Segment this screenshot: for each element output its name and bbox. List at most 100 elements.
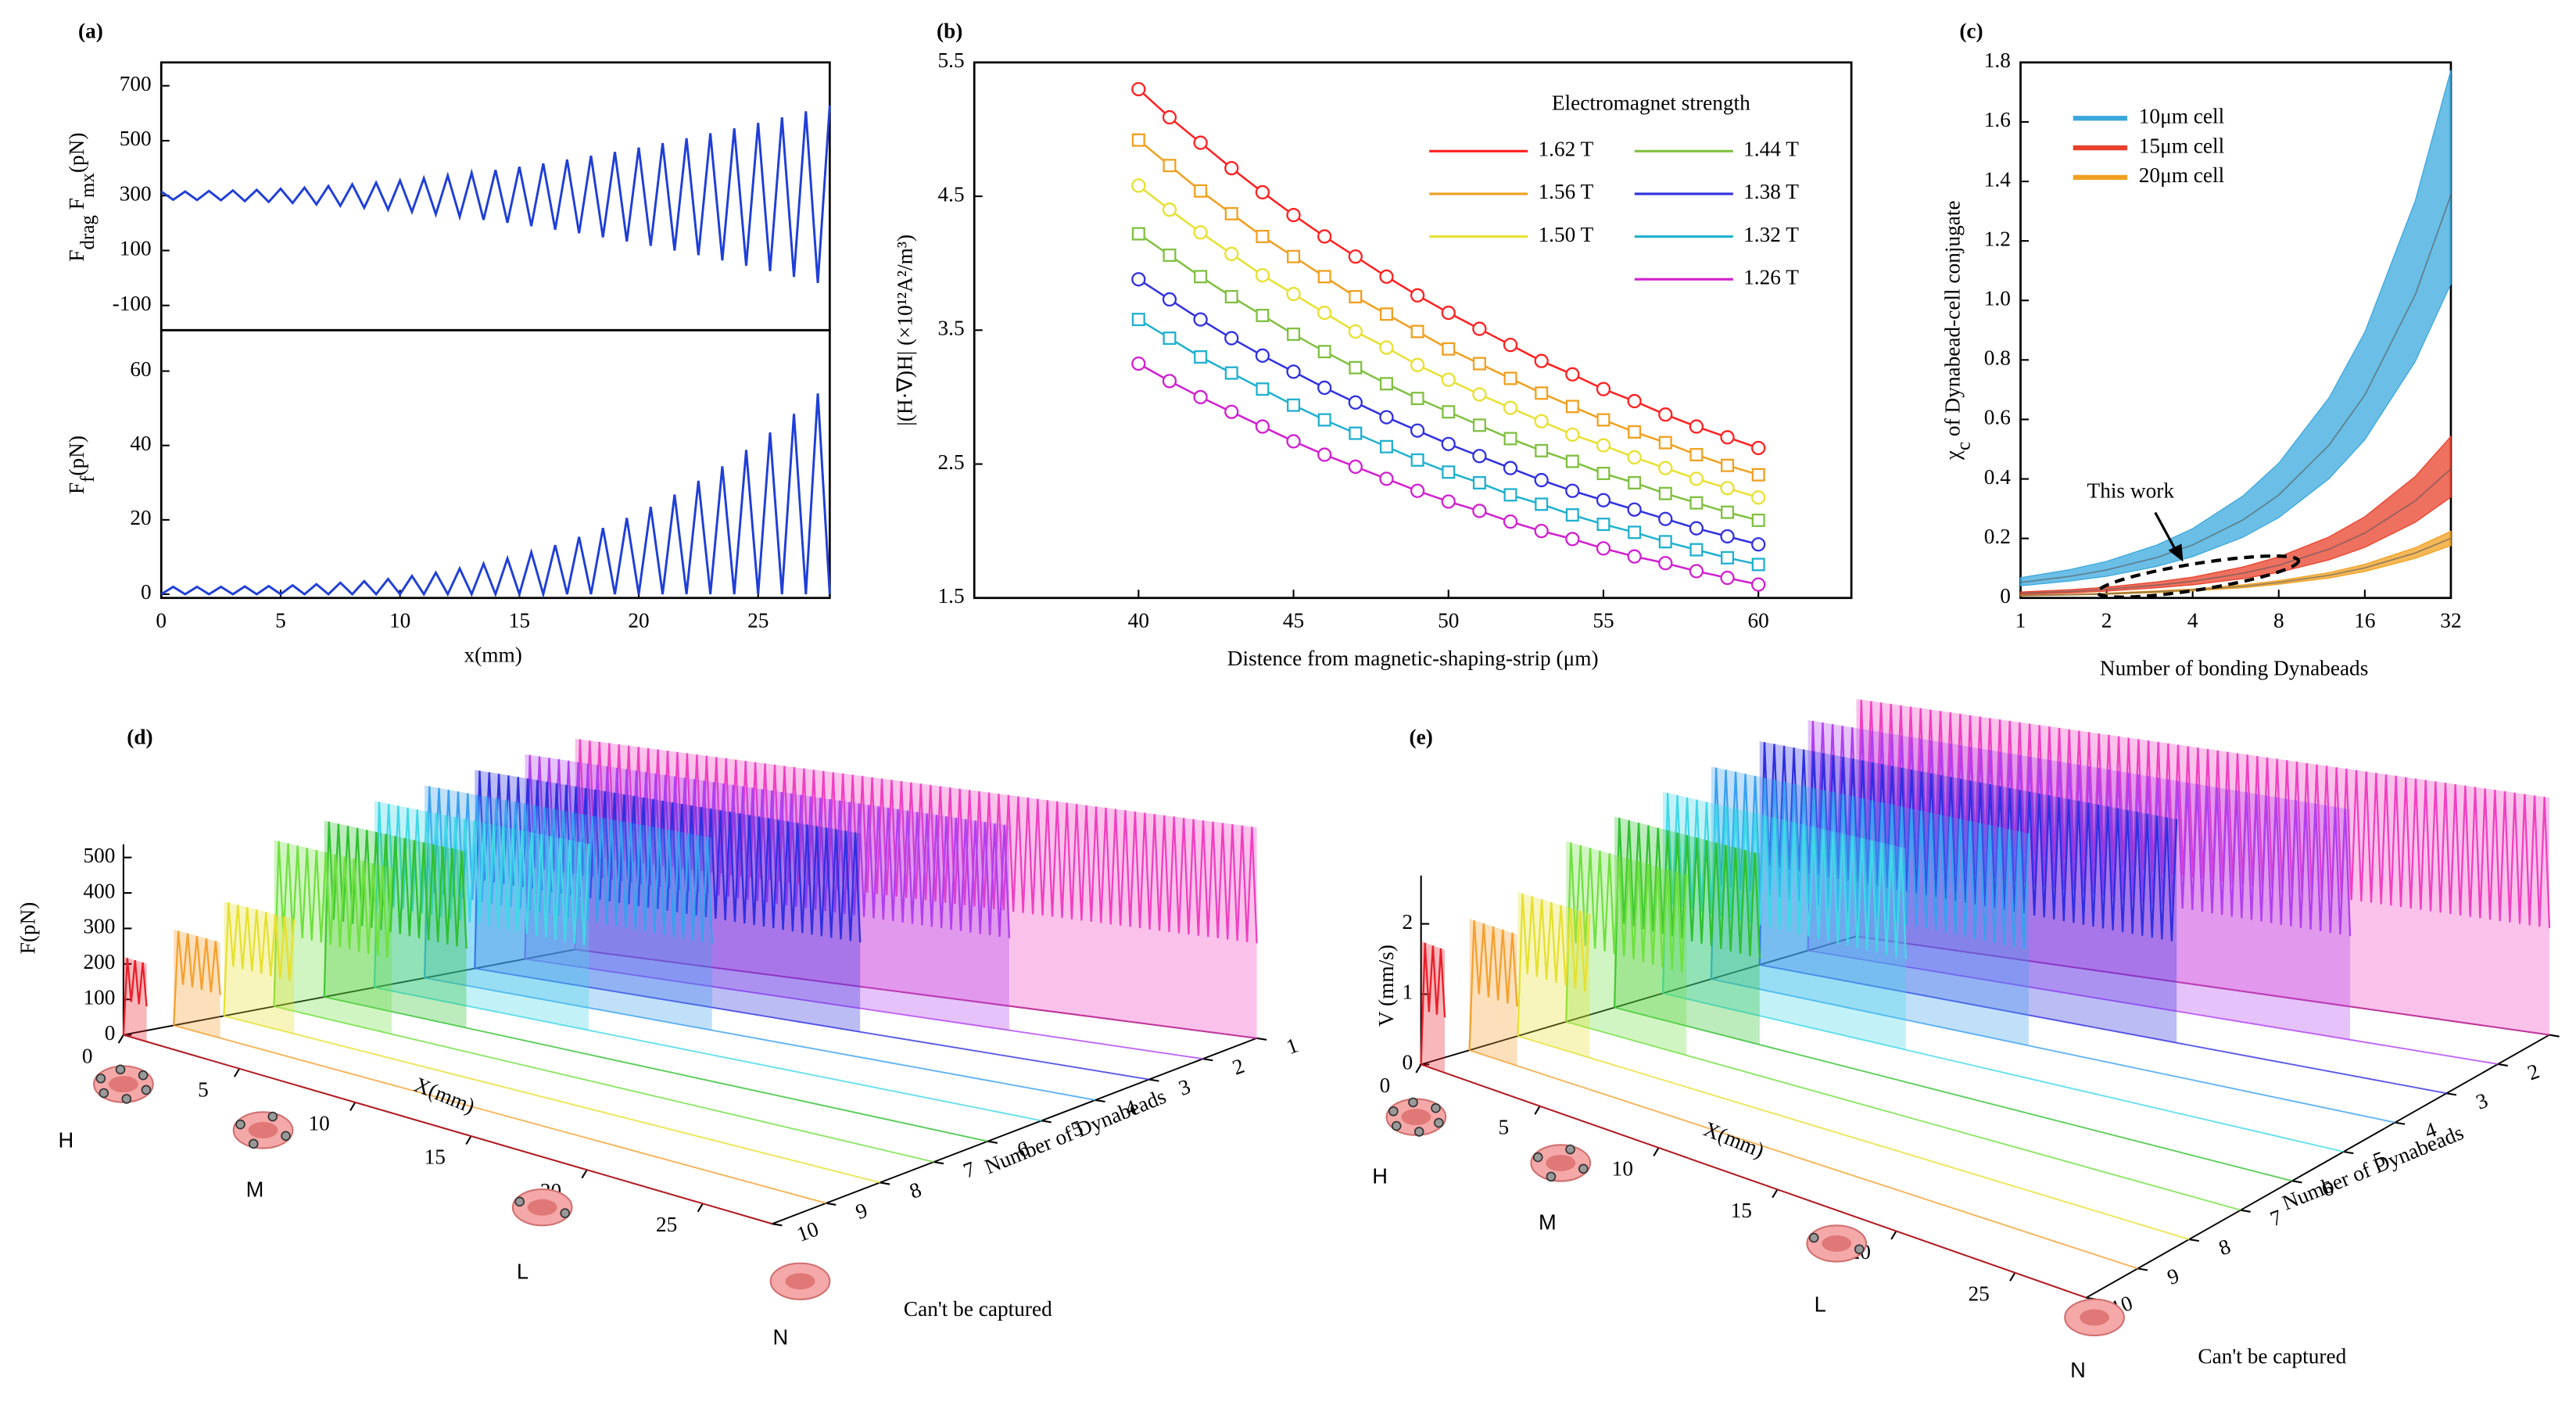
x-tick-label: 15 — [1731, 1199, 1752, 1222]
point-marker — [1751, 537, 1766, 552]
point-marker — [1348, 395, 1363, 410]
x-tick — [465, 1135, 472, 1145]
point-marker — [1535, 386, 1549, 400]
y-tick-label: 0.8 — [1984, 346, 2011, 370]
mean-line — [2020, 537, 2452, 597]
point-marker — [1720, 529, 1735, 544]
y-axis-label: χc of Dynabead-cell conjugate — [1941, 200, 1975, 461]
point-marker — [1596, 518, 1610, 532]
point-marker — [1689, 496, 1704, 510]
point-marker — [1194, 270, 1208, 284]
point-marker — [1503, 400, 1518, 415]
point-marker — [1286, 207, 1301, 223]
floor-track — [324, 996, 988, 1142]
point-marker — [1349, 289, 1363, 303]
point-marker — [1379, 307, 1393, 321]
trace-line — [122, 958, 148, 1035]
point-marker — [1442, 465, 1456, 479]
z-tick-label: 2 — [1403, 910, 1413, 934]
bead-icon — [1413, 1127, 1424, 1137]
point-marker — [1658, 436, 1672, 450]
cell-nucleus — [1822, 1235, 1852, 1252]
y-axis-label-part: F — [65, 482, 88, 494]
point-marker — [1503, 514, 1518, 529]
y-tick-label: 5.5 — [937, 48, 964, 72]
floor-track — [1566, 1020, 2241, 1211]
bead-icon — [99, 1088, 109, 1099]
point-marker — [1194, 184, 1208, 198]
x-tick-label: 2 — [2101, 609, 2112, 633]
y-tick — [1148, 1078, 1159, 1082]
y-tick-label: 7 — [2267, 1205, 2285, 1231]
data-line — [160, 393, 831, 599]
point-marker — [1224, 246, 1239, 261]
point-marker — [1503, 337, 1518, 353]
x-tick-label: 15 — [425, 1145, 446, 1169]
point-marker — [1565, 367, 1580, 382]
floor-track — [525, 958, 1203, 1060]
y-tick-label: 1 — [1283, 1033, 1301, 1059]
y-tick — [1202, 1058, 1213, 1062]
x-tick — [1415, 1063, 1422, 1074]
point-marker — [1596, 438, 1611, 453]
point-marker — [1596, 466, 1610, 481]
z-tick-label: 400 — [83, 879, 115, 902]
y-tick — [2240, 1209, 2251, 1213]
y-tick-label: 1.5 — [937, 584, 964, 608]
y-tick-label: 500 — [120, 127, 152, 150]
y-tick-label: 8 — [2216, 1235, 2234, 1260]
z-tick-label: 500 — [83, 844, 115, 867]
trace-line — [574, 739, 1258, 950]
legend-label: 15μm cell — [2139, 134, 2225, 157]
trace-line — [373, 801, 590, 988]
y-tick — [1256, 1037, 1267, 1041]
y-tick-label: 3 — [2473, 1088, 2491, 1114]
bead-icon — [95, 1073, 106, 1084]
x-tick-label: 40 — [1128, 609, 1149, 633]
y-tick-label: 100 — [120, 237, 152, 260]
bead-icon — [560, 1208, 571, 1218]
point-marker — [1163, 159, 1177, 173]
x-tick-label: 60 — [1748, 609, 1769, 633]
y-axis-label-part: mx — [77, 173, 99, 198]
floor-track — [1614, 1006, 2293, 1182]
point-marker — [1535, 443, 1549, 457]
confidence-band — [2019, 530, 2452, 597]
point-marker — [1535, 497, 1549, 511]
z-axis-label: V (mm/s) — [1374, 945, 1398, 1027]
point-marker — [1256, 382, 1270, 396]
point-marker — [1689, 521, 1704, 536]
point-marker — [1472, 321, 1487, 336]
point-marker — [1565, 508, 1579, 522]
y-tick — [1041, 1120, 1052, 1124]
x-tick-label: 25 — [747, 609, 769, 633]
y-tick-label: 4.5 — [937, 182, 964, 206]
point-marker — [1163, 332, 1177, 346]
legend-label: 1.44 T — [1743, 138, 1799, 161]
point-marker — [1317, 447, 1332, 462]
bead-icon — [1854, 1244, 1865, 1255]
plot-frame — [159, 328, 831, 600]
bead-icon — [514, 1196, 525, 1207]
legend-label: 1.62 T — [1538, 138, 1593, 161]
bead-icon — [1808, 1232, 1819, 1243]
plot-frame — [2019, 61, 2452, 600]
point-marker — [1131, 227, 1145, 241]
point-marker — [1163, 248, 1177, 262]
point-marker — [1627, 502, 1642, 517]
point-marker — [1503, 488, 1517, 502]
y-axis-label: Ff(pN) — [65, 436, 99, 494]
annotation-arrowhead — [2168, 543, 2184, 562]
y-tick — [1095, 1099, 1105, 1103]
point-marker — [1751, 440, 1766, 456]
x-tick-label: 25 — [656, 1213, 677, 1236]
capture-level-label: H — [59, 1127, 74, 1152]
point-marker — [1193, 389, 1208, 405]
panel-label: (d) — [127, 726, 152, 749]
point-marker — [1658, 407, 1673, 422]
y-tick — [2498, 1063, 2508, 1067]
z-tick-label: 100 — [83, 985, 115, 1009]
y-tick-label: 1.2 — [1984, 227, 2011, 250]
y-tick-label: 300 — [120, 181, 152, 205]
y-tick-label: 700 — [120, 72, 152, 95]
